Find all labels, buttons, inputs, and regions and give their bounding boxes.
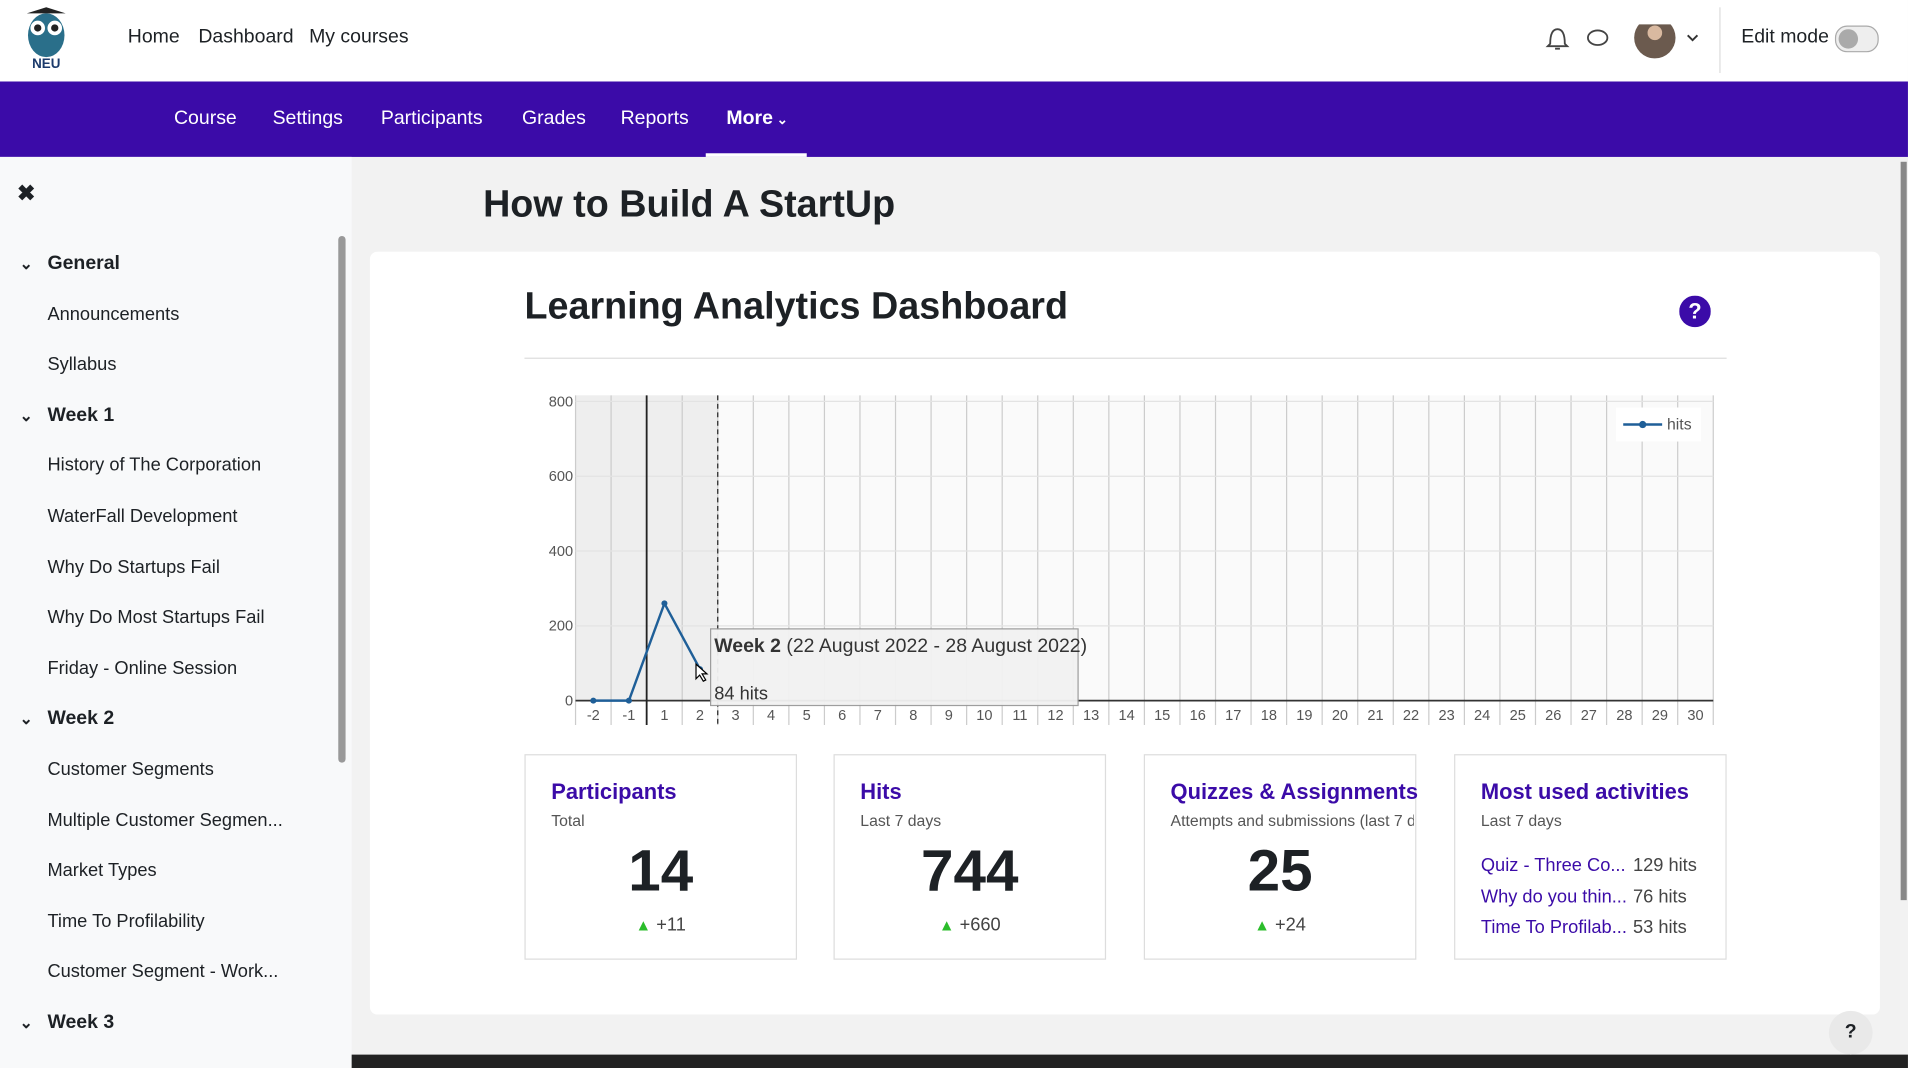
stat-card: Most used activities Last 7 days Quiz - Th… bbox=[1454, 754, 1727, 960]
edit-mode-label: Edit mode bbox=[1741, 26, 1829, 48]
activity-link[interactable]: Friday - Online Session bbox=[47, 657, 238, 679]
card-title[interactable]: Hits bbox=[860, 779, 902, 805]
card-change: ▲ +24 bbox=[1254, 914, 1306, 936]
card-value: 14 bbox=[628, 839, 694, 904]
help-icon[interactable]: ? bbox=[1679, 295, 1711, 328]
activity-link[interactable]: Customer Segment - Work... bbox=[47, 961, 279, 983]
stat-card: Quizzes & Assignments Attempts and submis… bbox=[1143, 754, 1419, 960]
change: +24 bbox=[1274, 914, 1306, 936]
top-bar: NEU Edit mode Home Dashboard My courses bbox=[0, 0, 1908, 83]
card-title[interactable]: Quizzes & Assignments bbox=[1170, 779, 1419, 805]
section-title[interactable]: Week 3 bbox=[47, 1012, 115, 1033]
icons bbox=[1545, 24, 1699, 59]
stat-card: Hits Last 7 days 744 ▲ +660 bbox=[833, 754, 1107, 960]
close-drawer[interactable]: ✖ bbox=[17, 181, 36, 206]
activity-link[interactable]: Customer Segments bbox=[47, 759, 214, 780]
change: +11 bbox=[656, 914, 686, 936]
nav-link[interactable]: My courses bbox=[309, 26, 409, 48]
activity-link[interactable]: Time To Profilability bbox=[47, 910, 205, 932]
card-title[interactable]: Most used activities bbox=[1480, 779, 1689, 805]
help-button[interactable]: ? bbox=[1828, 1010, 1873, 1055]
activity-link[interactable]: Market Types bbox=[47, 860, 157, 881]
course-nav: Course Settings Participants Grades Reports M… bbox=[0, 81, 1908, 157]
course-nav-link[interactable]: More ⌄ bbox=[726, 108, 788, 129]
activity-link[interactable]: Multiple Customer Segmen... bbox=[47, 809, 283, 831]
logo-text: NEU bbox=[32, 56, 60, 71]
active-underline bbox=[705, 153, 807, 157]
activity-hits: 129 hits bbox=[1632, 855, 1697, 876]
chevron: ⌄ bbox=[19, 254, 33, 273]
course-nav-link[interactable]: Settings bbox=[272, 108, 343, 129]
section-title[interactable]: General bbox=[47, 253, 120, 274]
edit-mode-toggle[interactable] bbox=[1834, 25, 1879, 53]
page-title: How to Build A StartUp bbox=[483, 182, 896, 226]
course-nav-link[interactable]: Reports bbox=[620, 108, 689, 129]
svg-text:?: ? bbox=[1688, 299, 1701, 324]
section-title[interactable]: Week 2 bbox=[47, 708, 115, 730]
card-value: 25 bbox=[1247, 839, 1313, 904]
card-title[interactable]: Participants bbox=[551, 779, 677, 805]
chevron: ⌄ bbox=[19, 709, 33, 728]
activity-link[interactable]: Syllabus bbox=[47, 354, 117, 375]
activity-link[interactable]: History of The Corporation bbox=[47, 455, 262, 477]
nav-link[interactable]: Dashboard bbox=[198, 26, 294, 48]
activity-name[interactable]: Time To Profilab... bbox=[1480, 917, 1627, 938]
activity-hits: 76 hits bbox=[1632, 886, 1687, 907]
activity-link[interactable]: WaterFall Development bbox=[47, 506, 238, 527]
activity-link[interactable]: Announcements bbox=[47, 303, 180, 325]
course-index: ✖ ⌄ General Announcements Syllabus ⌄ Week 1 Hi… bbox=[0, 156, 352, 1068]
course-nav-link[interactable]: Grades bbox=[522, 108, 586, 129]
change: +660 bbox=[959, 914, 1001, 936]
course-nav-link[interactable]: Course bbox=[174, 108, 237, 129]
card-subtitle: Last 7 days bbox=[860, 811, 942, 830]
nav-link[interactable]: Home bbox=[127, 26, 180, 48]
logo: NEU bbox=[26, 7, 66, 71]
card-subtitle: Last 7 days bbox=[1480, 811, 1562, 830]
activity-hits: 53 hits bbox=[1632, 917, 1687, 938]
chevron: ⌄ bbox=[19, 1013, 33, 1032]
stat-card: Participants Total 14 ▲ +11 bbox=[524, 754, 798, 960]
chevron: ⌄ bbox=[19, 406, 33, 425]
activity-name[interactable]: Quiz - Three Co... bbox=[1480, 855, 1626, 876]
section-title[interactable]: Week 1 bbox=[47, 404, 115, 426]
card-change: ▲ +11 bbox=[635, 914, 686, 936]
card-subtitle: Attempts and submissions (last 7 days) bbox=[1170, 811, 1414, 830]
card-subtitle: Total bbox=[551, 811, 585, 830]
activity-name[interactable]: Why do you thin... bbox=[1480, 886, 1627, 907]
course-nav-link[interactable]: Participants bbox=[380, 108, 483, 129]
card-change: ▲ +660 bbox=[938, 914, 1001, 936]
activity-link[interactable]: Why Do Startups Fail bbox=[47, 556, 220, 578]
dashboard-title: Learning Analytics Dashboard bbox=[524, 284, 1069, 328]
card-value: 744 bbox=[921, 839, 1019, 904]
activity-link[interactable]: Why Do Most Startups Fail bbox=[47, 607, 265, 628]
